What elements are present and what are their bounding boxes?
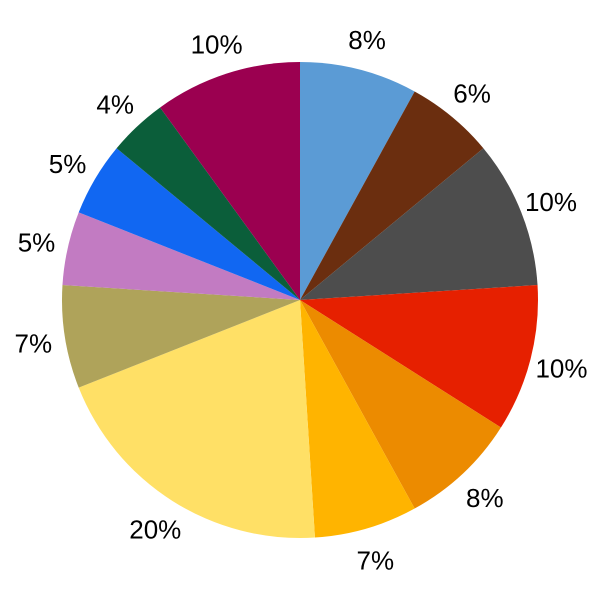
svg-text:20%: 20% bbox=[129, 514, 181, 544]
svg-text:6%: 6% bbox=[453, 78, 491, 108]
svg-text:10%: 10% bbox=[191, 30, 243, 60]
svg-text:10%: 10% bbox=[535, 353, 587, 383]
svg-text:7%: 7% bbox=[357, 546, 395, 576]
svg-text:7%: 7% bbox=[15, 329, 53, 359]
svg-text:5%: 5% bbox=[49, 149, 87, 179]
svg-text:10%: 10% bbox=[525, 187, 577, 217]
svg-text:4%: 4% bbox=[96, 90, 134, 120]
svg-text:8%: 8% bbox=[466, 483, 504, 513]
svg-text:8%: 8% bbox=[348, 25, 386, 55]
svg-text:5%: 5% bbox=[18, 227, 56, 257]
